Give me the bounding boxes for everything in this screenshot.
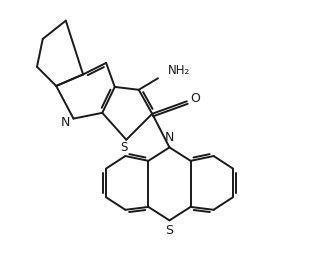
Text: N: N [165, 131, 174, 144]
Text: NH₂: NH₂ [168, 64, 190, 77]
Text: S: S [121, 141, 128, 154]
Text: N: N [61, 116, 70, 129]
Text: O: O [191, 92, 200, 105]
Text: S: S [165, 224, 173, 237]
